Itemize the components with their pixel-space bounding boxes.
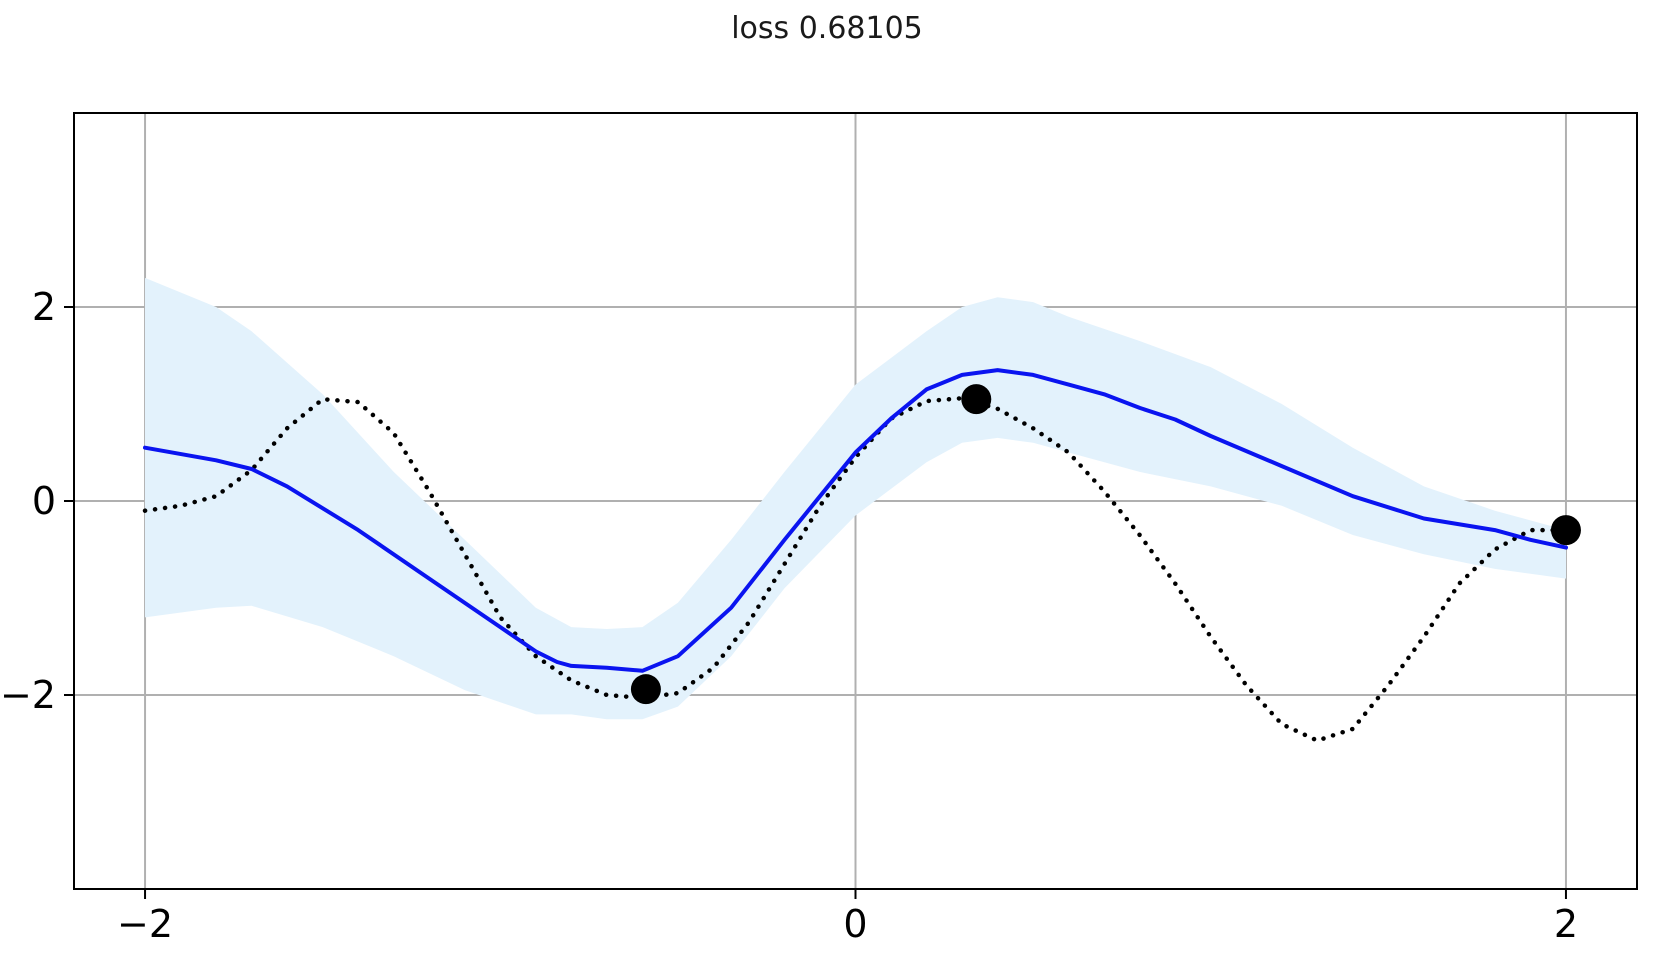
y-tick-label-0: −2 [0, 673, 56, 717]
y-tick-label-1: 0 [32, 479, 56, 523]
observation-point-2 [1550, 515, 1581, 546]
y-tick-label-2: 2 [32, 285, 56, 329]
target-function-line [142, 395, 1569, 743]
series-lines [142, 368, 1569, 743]
mean-prediction-line [143, 368, 1568, 673]
observation-point-0 [630, 674, 661, 705]
observation-points [630, 384, 1581, 705]
observation-point-1 [961, 384, 992, 415]
x-tick-label-1: 0 [843, 902, 867, 946]
uncertainty-band-area [145, 277, 1566, 720]
uncertainty-band [145, 277, 1566, 720]
x-tick-label-2: 2 [1554, 902, 1578, 946]
axis-ticks: −2 0 2 −2 0 2 [0, 285, 1578, 946]
x-tick-label-0: −2 [117, 902, 173, 946]
chart-title: loss 0.68105 [731, 11, 923, 46]
